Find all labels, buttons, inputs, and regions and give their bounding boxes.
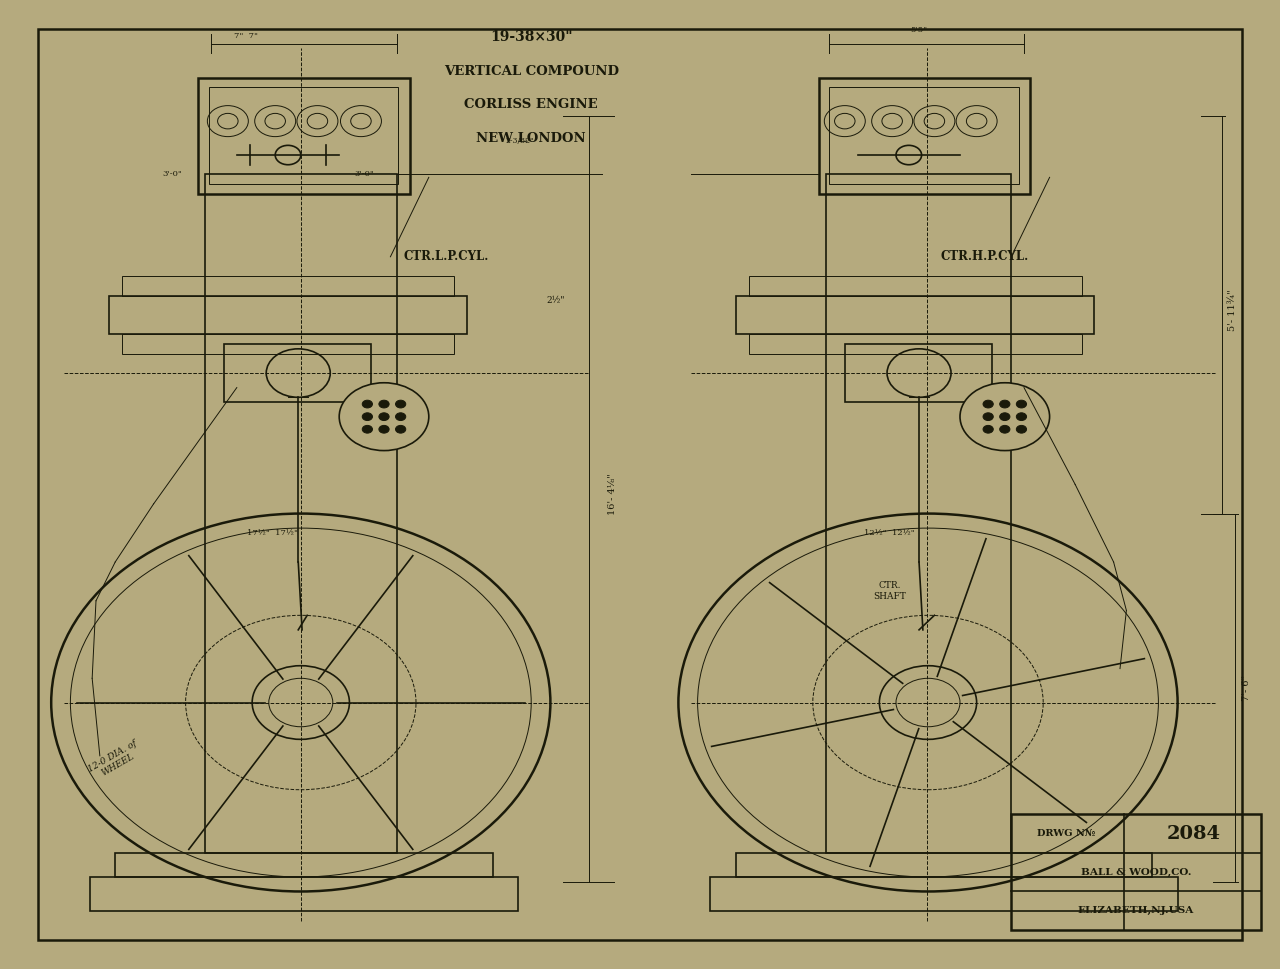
Circle shape [339,383,429,451]
Text: 3'-0": 3'-0" [163,171,183,178]
Text: 2084: 2084 [1166,825,1220,843]
Bar [736,853,1152,877]
Bar [710,877,1178,911]
Circle shape [1016,400,1027,408]
Text: 5'5": 5'5" [910,26,928,34]
Text: ELIZABETH,NJ.USA: ELIZABETH,NJ.USA [1078,906,1194,915]
Bar [749,334,1082,354]
Circle shape [983,413,993,421]
Text: 2½": 2½" [547,296,564,305]
Text: CTR.H.P.CYL.: CTR.H.P.CYL. [941,250,1029,264]
Text: CTR.
SHAFT: CTR. SHAFT [873,581,906,601]
Text: NEW LONDON: NEW LONDON [476,133,586,145]
Circle shape [1016,425,1027,433]
Circle shape [379,413,389,421]
Circle shape [1016,413,1027,421]
Text: 2-3/32": 2-3/32" [506,137,534,144]
Circle shape [1000,400,1010,408]
Text: 5'- 11¾": 5'- 11¾" [1228,289,1236,331]
Bar [205,174,397,853]
Circle shape [396,425,406,433]
Circle shape [362,425,372,433]
Bar [736,296,1094,334]
Bar [198,78,410,194]
Text: 7'- 6": 7'- 6" [1242,675,1251,701]
Bar [224,344,371,402]
Text: 17½"  17½": 17½" 17½" [247,529,298,537]
Text: CTR.L.P.CYL.: CTR.L.P.CYL. [403,250,489,264]
Circle shape [396,413,406,421]
Bar [122,334,454,354]
Circle shape [362,400,372,408]
Circle shape [983,400,993,408]
Bar [115,853,493,877]
Text: 3'-0": 3'-0" [355,171,375,178]
Bar [1011,814,1261,930]
Text: 12½"  12½": 12½" 12½" [864,529,915,537]
Circle shape [362,413,372,421]
Text: 16'- 4⅛": 16'- 4⅛" [608,473,617,516]
Circle shape [983,425,993,433]
Text: BALL & WOOD,CO.: BALL & WOOD,CO. [1080,867,1192,877]
Bar [749,276,1082,296]
Circle shape [396,400,406,408]
Text: CORLISS ENGINE: CORLISS ENGINE [465,99,598,111]
Bar [826,174,1011,853]
Bar [122,276,454,296]
Circle shape [1000,425,1010,433]
Bar [209,87,398,184]
Text: 7"  7": 7" 7" [234,32,257,40]
Bar [845,344,992,402]
Bar [109,296,467,334]
Circle shape [379,400,389,408]
Bar [90,877,518,911]
Text: 12-0 DIA. of
WHEEL: 12-0 DIA. of WHEEL [87,738,143,783]
Bar [829,87,1019,184]
Circle shape [1000,413,1010,421]
Text: 19-38×30": 19-38×30" [490,30,572,44]
Text: VERTICAL COMPOUND: VERTICAL COMPOUND [444,65,618,78]
Bar [819,78,1030,194]
Text: DRWG N№: DRWG N№ [1037,829,1096,838]
Circle shape [960,383,1050,451]
Circle shape [379,425,389,433]
